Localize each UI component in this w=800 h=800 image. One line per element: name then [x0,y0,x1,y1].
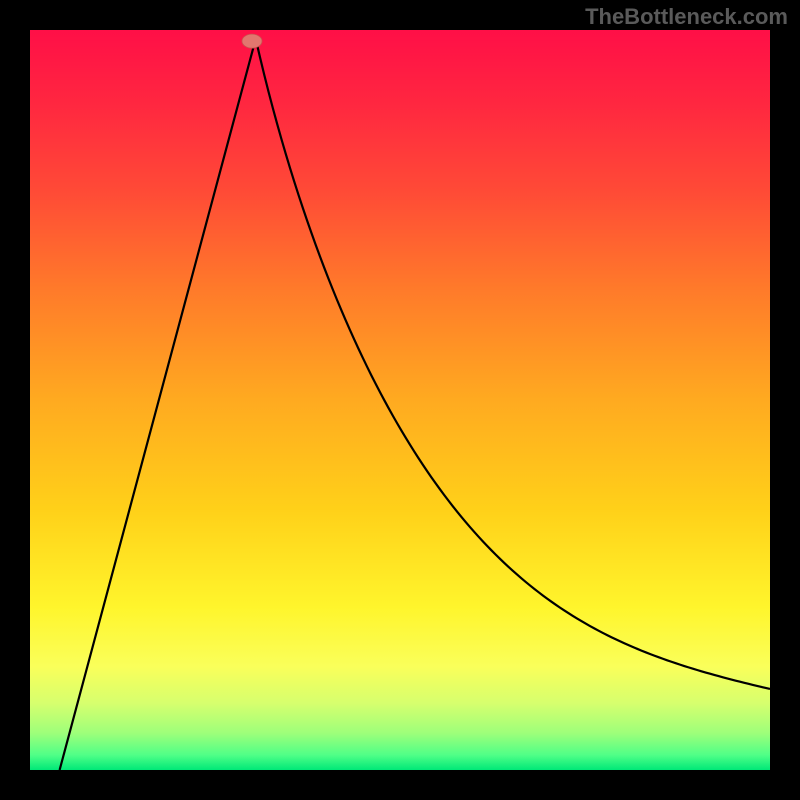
minimum-marker [242,34,262,48]
chart-svg [0,0,800,800]
bottleneck-chart [0,0,800,800]
watermark-text: TheBottleneck.com [585,4,788,30]
